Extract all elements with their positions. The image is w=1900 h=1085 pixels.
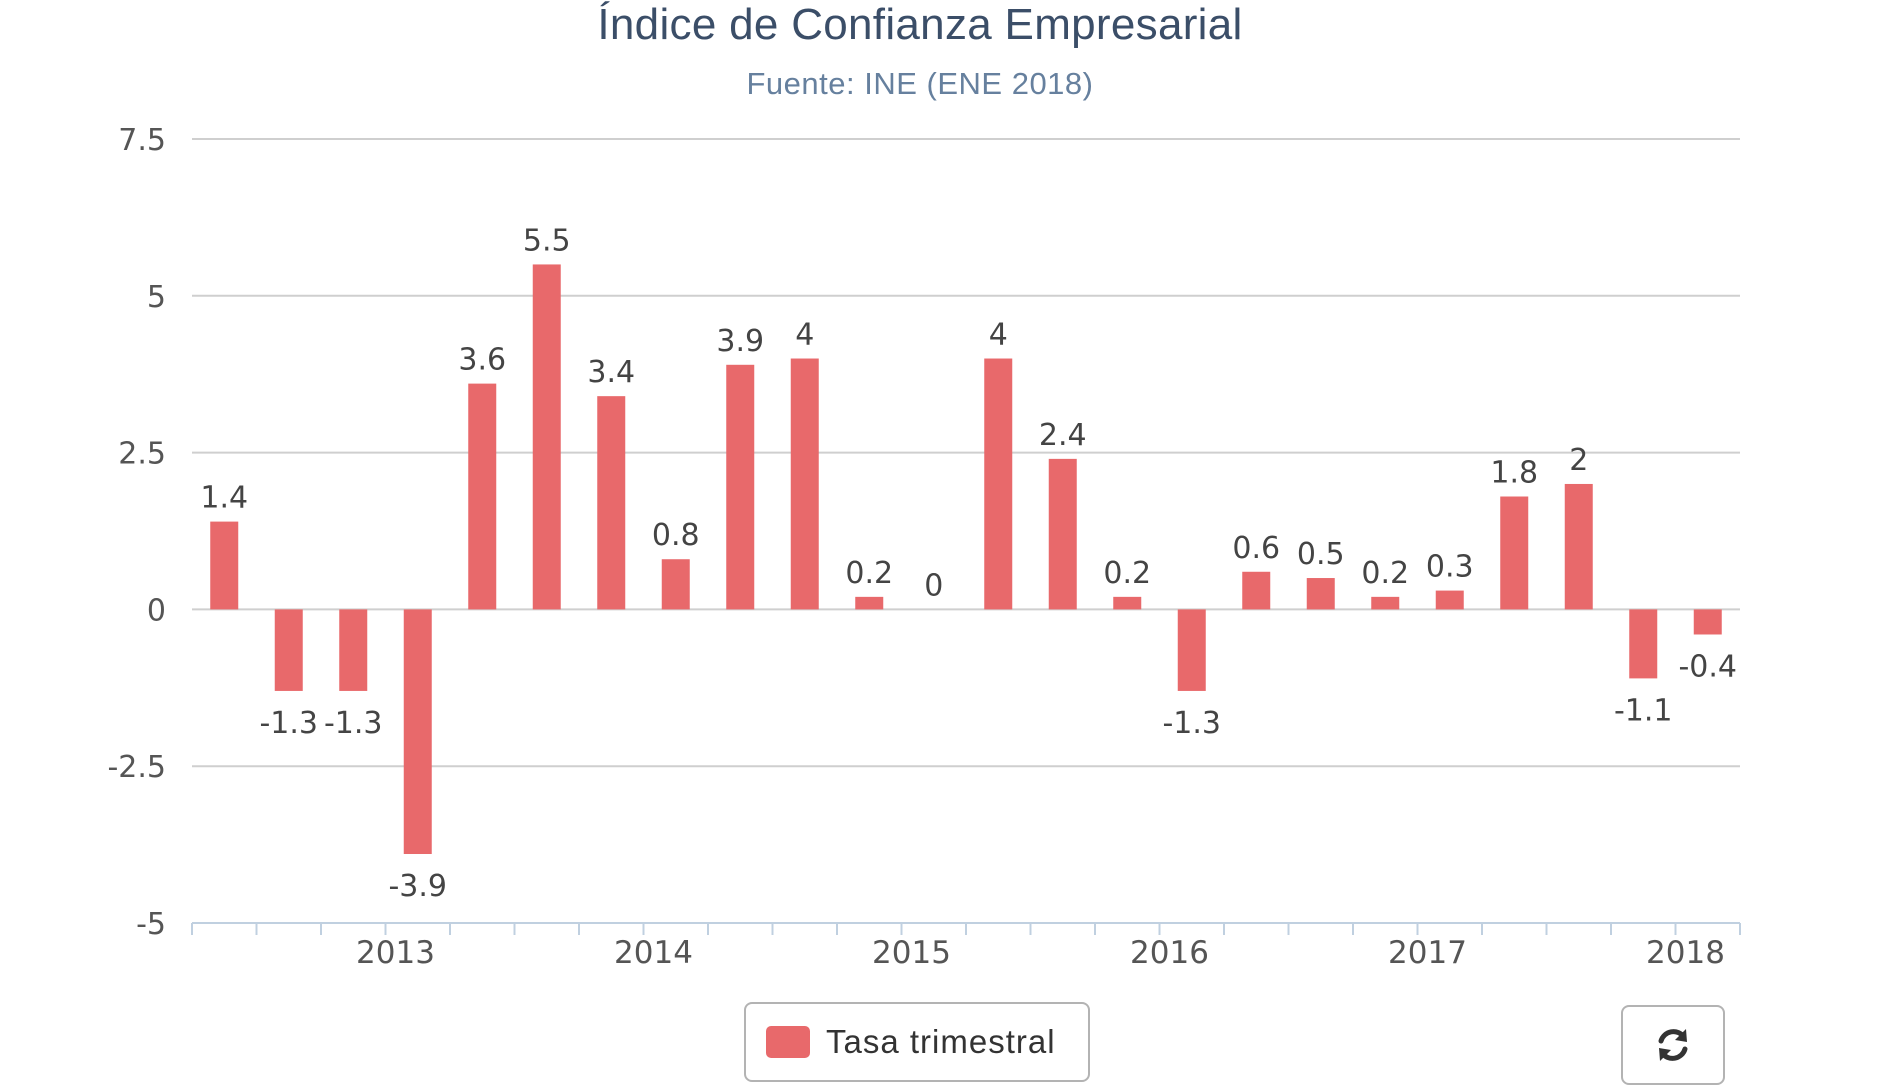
refresh-button[interactable]	[1621, 1005, 1725, 1085]
y-tick-label: 2.5	[118, 437, 166, 472]
data-label: 2	[1569, 443, 1588, 478]
y-tick-label: 0	[147, 593, 166, 628]
data-label: 0.2	[1103, 556, 1151, 591]
y-tick-label: -2.5	[107, 750, 166, 785]
data-label: 3.4	[587, 355, 635, 390]
data-label: 1.4	[200, 481, 248, 516]
bar	[790, 358, 819, 610]
bar	[274, 609, 303, 691]
data-label: 3.6	[458, 343, 506, 378]
bar	[339, 609, 368, 691]
data-label: 2.4	[1039, 418, 1087, 453]
legend-label: Tasa trimestral	[826, 1023, 1056, 1060]
bar	[1306, 578, 1335, 610]
bar	[468, 383, 497, 610]
y-tick-label: 7.5	[118, 123, 166, 158]
bar	[1371, 596, 1400, 610]
bar	[1693, 609, 1722, 635]
data-label: 0.5	[1297, 537, 1345, 572]
y-tick-label: 5	[147, 280, 166, 315]
data-label: -1.3	[1162, 706, 1221, 741]
bar	[984, 358, 1013, 610]
y-tick-label: -5	[136, 907, 166, 942]
x-tick-label: 2017	[1388, 935, 1467, 971]
legend-swatch	[766, 1026, 810, 1058]
bar	[1177, 609, 1206, 691]
legend[interactable]: Tasa trimestral	[744, 1002, 1090, 1082]
data-label: 0.2	[845, 556, 893, 591]
bar	[1564, 483, 1593, 610]
data-label: -1.1	[1614, 693, 1673, 728]
data-label: 0.3	[1426, 550, 1474, 585]
x-tick-label: 2015	[872, 935, 951, 971]
bar	[1113, 596, 1142, 610]
data-label: 0	[924, 568, 943, 603]
bar	[855, 596, 884, 610]
data-label: 1.8	[1490, 456, 1538, 491]
bar	[403, 609, 432, 855]
data-label: -1.3	[259, 706, 318, 741]
chart-plot: 7.5 5 2.5 0 -2.5 -5 2013 2014 2015 2016 2017 2018 1.…	[107, 123, 1741, 971]
x-tick-label: 2016	[1130, 935, 1209, 971]
bar	[661, 559, 690, 610]
data-label: 0.2	[1361, 556, 1409, 591]
x-tick-label: 2014	[614, 935, 693, 971]
chart-title: Índice de Confianza Empresarial	[597, 0, 1243, 49]
refresh-icon	[1658, 1029, 1688, 1061]
bar	[1500, 496, 1529, 610]
bar	[210, 521, 239, 610]
bar	[1048, 458, 1077, 610]
chart-subtitle: Fuente: INE (ENE 2018)	[746, 66, 1094, 101]
x-tick-label: 2018	[1646, 935, 1725, 971]
data-label: -0.4	[1678, 649, 1737, 684]
bar	[726, 364, 755, 610]
data-label: 0.6	[1232, 531, 1280, 566]
bar	[532, 264, 561, 610]
bar	[1242, 571, 1271, 610]
data-label: 0.8	[652, 518, 700, 553]
bar	[597, 396, 626, 610]
data-label: 4	[795, 318, 814, 353]
data-label: 4	[989, 318, 1008, 353]
bar	[1435, 590, 1464, 610]
x-tick-label: 2013	[356, 935, 435, 971]
bar	[1629, 609, 1658, 679]
data-label: 3.9	[716, 324, 764, 359]
data-label: -1.3	[324, 706, 383, 741]
data-label: -3.9	[388, 869, 447, 904]
data-label: 5.5	[523, 223, 571, 258]
